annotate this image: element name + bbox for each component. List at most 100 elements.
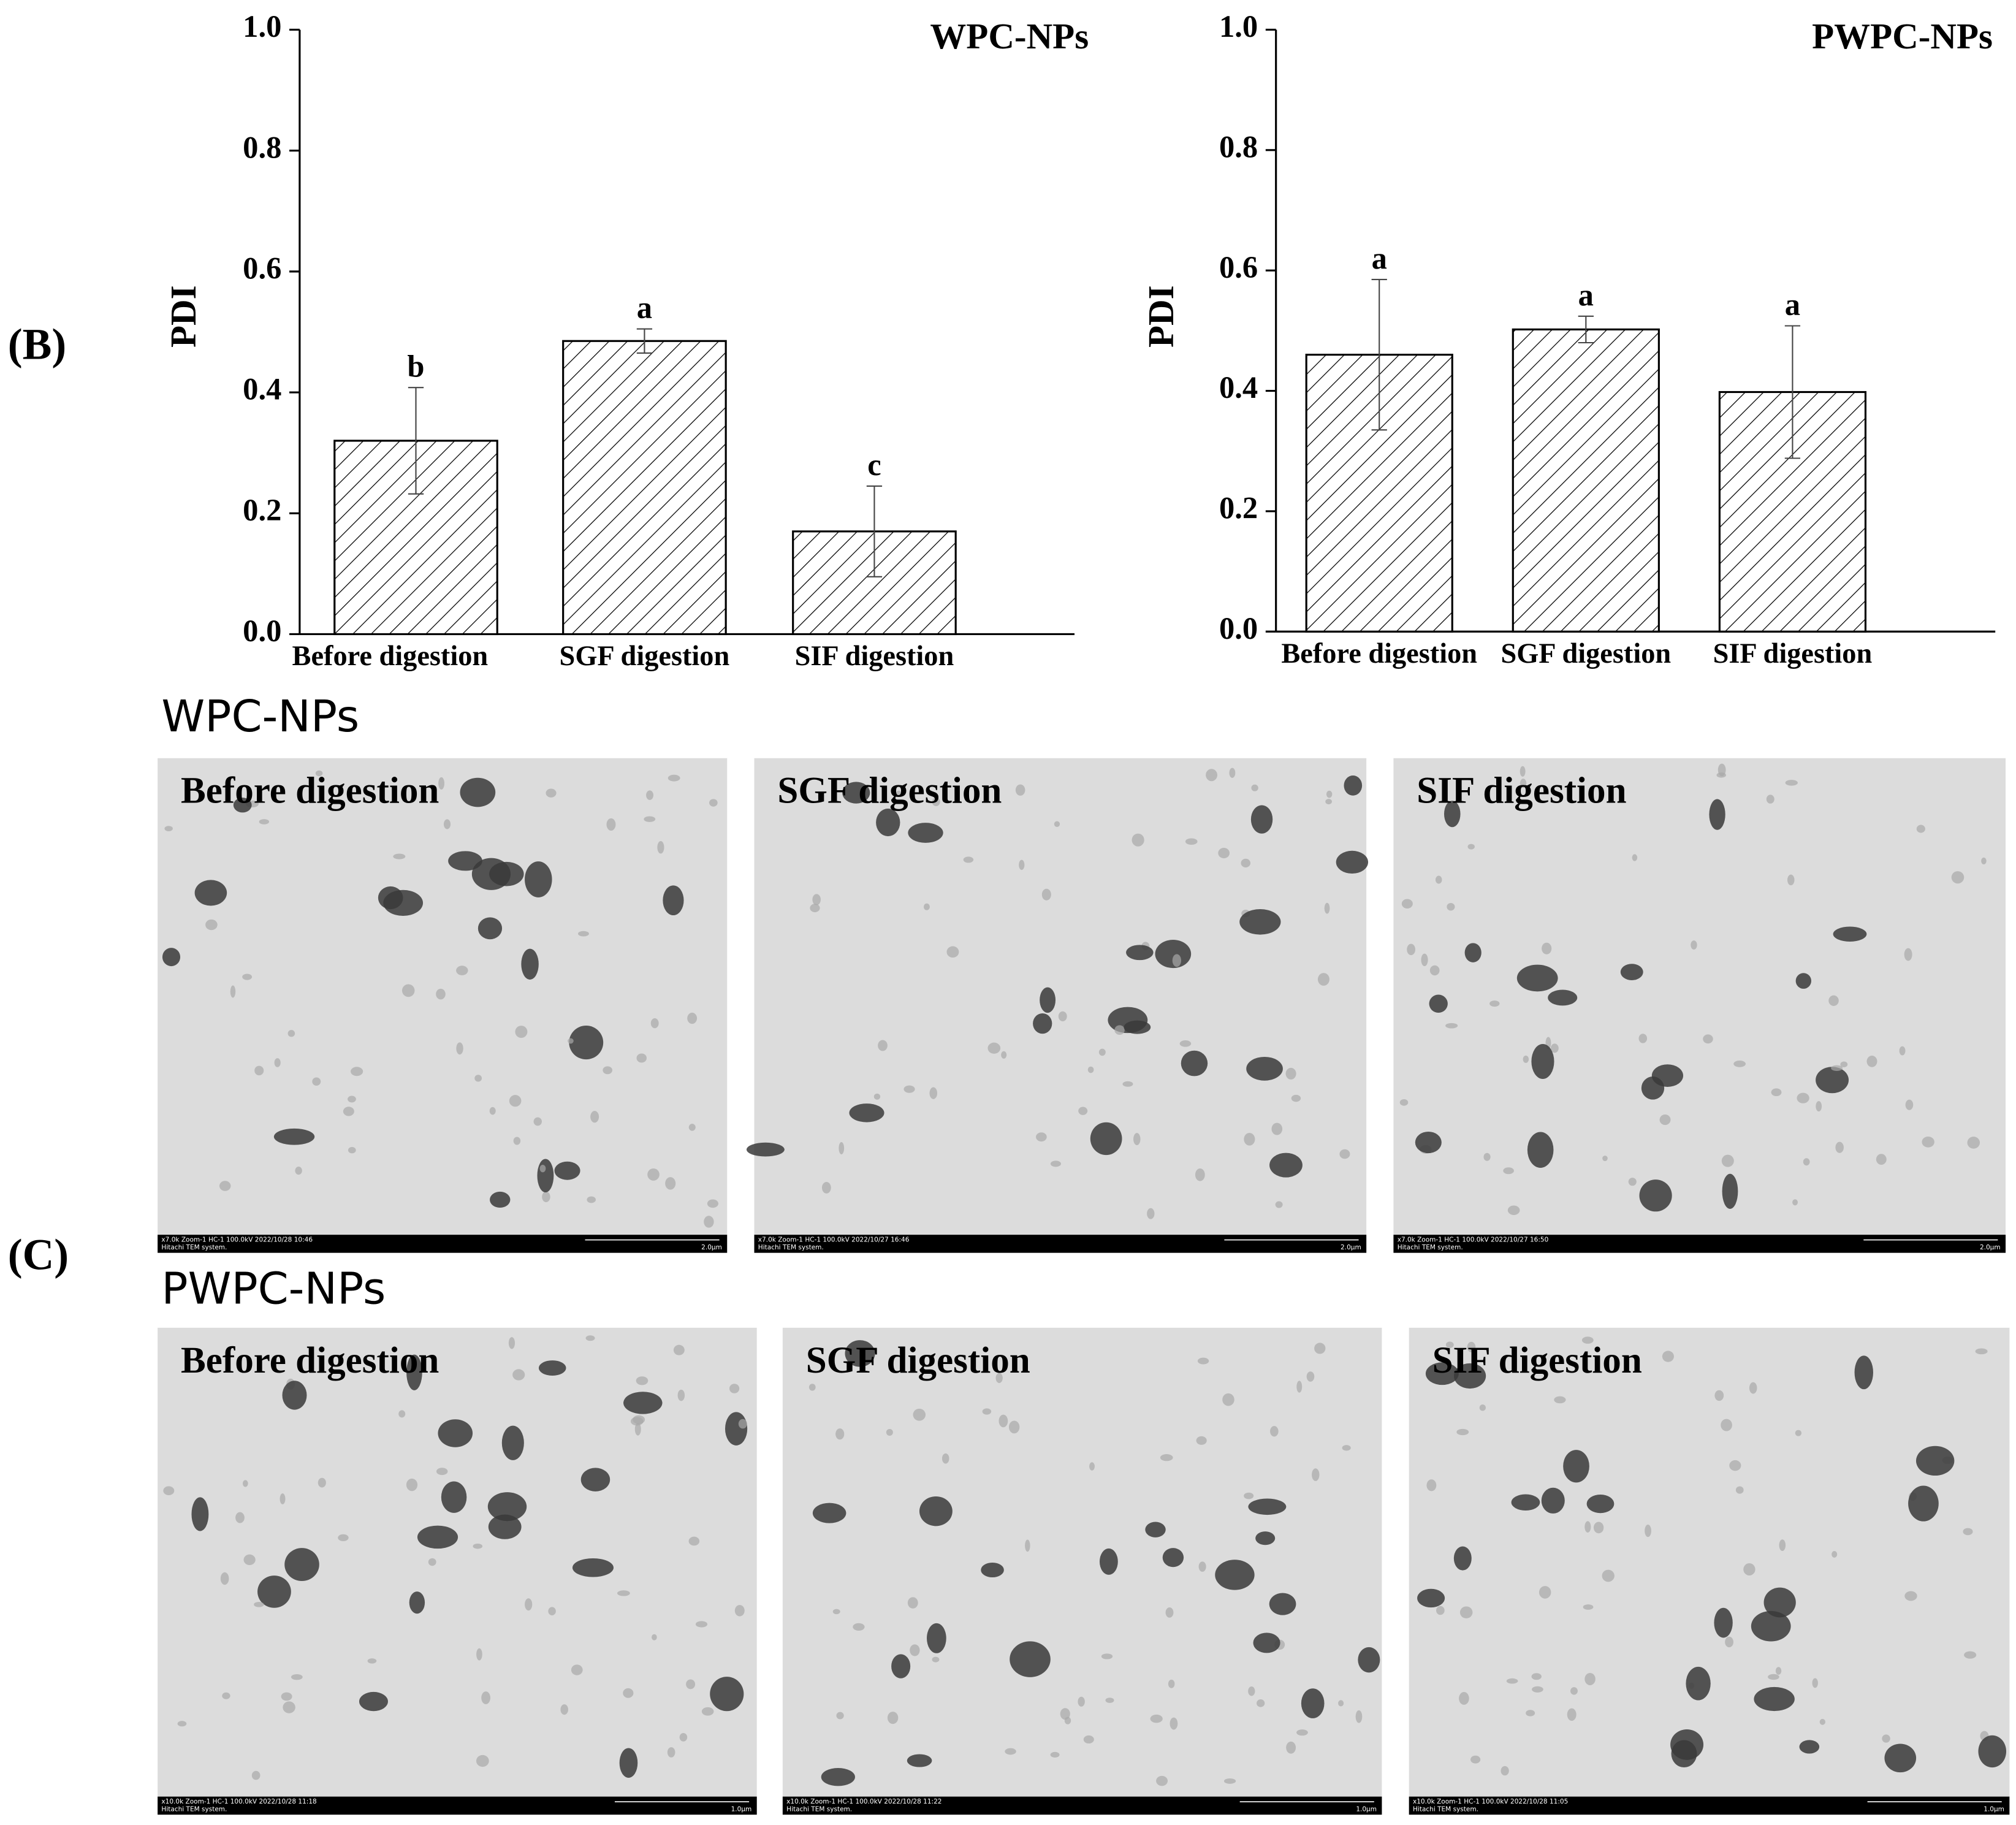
y-tick-label: 0.4 — [243, 372, 281, 406]
particle — [679, 1733, 688, 1742]
particle — [1453, 1363, 1486, 1389]
particle — [406, 1478, 418, 1492]
particle — [1324, 902, 1330, 914]
particle — [1314, 1343, 1326, 1354]
particle — [1503, 1167, 1514, 1175]
particle — [1060, 1708, 1070, 1720]
tem-meta: x10.0k Zoom-1 HC-1 100.0kV 2022/10/28 11… — [161, 1798, 316, 1805]
particle — [1078, 1696, 1085, 1707]
particle — [222, 1692, 230, 1699]
particle — [929, 1087, 938, 1099]
particle — [1050, 1751, 1060, 1758]
particle — [436, 1468, 448, 1476]
particle — [295, 1167, 302, 1175]
particle — [1407, 943, 1415, 956]
y-tick-label: 0.6 — [243, 251, 281, 285]
particle — [1124, 1020, 1151, 1034]
particle — [1444, 801, 1461, 828]
particle — [560, 1704, 568, 1715]
particle — [1425, 1362, 1459, 1385]
particle — [1916, 825, 1925, 833]
particle — [436, 988, 446, 1000]
particle — [1054, 821, 1060, 827]
tem-scale: 2.0μm — [701, 1244, 722, 1251]
particle — [1239, 909, 1281, 935]
particle — [1714, 1607, 1733, 1638]
particle — [1882, 1734, 1890, 1743]
particle — [1831, 1065, 1843, 1071]
particle — [738, 1419, 747, 1429]
particle — [907, 1754, 932, 1767]
particle — [808, 1384, 816, 1391]
particle — [1099, 1548, 1118, 1575]
particle — [650, 1018, 659, 1029]
particle — [1795, 1430, 1802, 1436]
particle — [219, 1181, 231, 1191]
particle — [1904, 1591, 1917, 1601]
particle — [623, 1392, 663, 1414]
particle — [1645, 1524, 1651, 1537]
particle — [1325, 799, 1332, 805]
particle — [243, 1554, 256, 1566]
particle — [1306, 1371, 1315, 1382]
particle — [1162, 1548, 1184, 1568]
particle — [987, 1042, 1001, 1054]
particle — [652, 1634, 657, 1640]
particle — [913, 1408, 926, 1421]
particle — [318, 1477, 326, 1488]
particle — [1229, 768, 1236, 778]
particle — [1828, 995, 1839, 1006]
particle — [1445, 1341, 1454, 1348]
particle — [695, 1621, 708, 1628]
particle — [1628, 1178, 1637, 1186]
particle — [1526, 1710, 1535, 1716]
particle — [1659, 1114, 1671, 1126]
particle — [982, 1408, 992, 1415]
particle — [1563, 1450, 1589, 1483]
y-tick-label: 0.2 — [243, 493, 281, 527]
particle — [1550, 1043, 1559, 1053]
panel-label: (C) — [8, 1231, 69, 1279]
particle — [1114, 1025, 1125, 1035]
particle — [1338, 1700, 1344, 1707]
particle — [1087, 1066, 1094, 1073]
particle — [1244, 1132, 1255, 1146]
particle — [687, 1012, 698, 1024]
particle — [448, 851, 482, 871]
particle — [701, 1707, 714, 1716]
particle — [1459, 1606, 1473, 1618]
particle — [1147, 1208, 1155, 1219]
particle — [1799, 1740, 1820, 1754]
particle — [1269, 1593, 1296, 1615]
particle — [1168, 1679, 1175, 1688]
particle — [919, 1496, 953, 1526]
particle — [1714, 1390, 1724, 1401]
particle — [1399, 1099, 1409, 1106]
particle — [647, 1168, 660, 1181]
particle — [729, 1384, 740, 1393]
particle — [1285, 1067, 1296, 1080]
particle — [1133, 1133, 1141, 1146]
particle — [1527, 1132, 1554, 1168]
particle — [525, 861, 552, 897]
particle — [1145, 1522, 1166, 1537]
particle — [476, 1755, 489, 1767]
particle — [401, 984, 415, 997]
particle — [876, 809, 900, 837]
particle — [646, 790, 653, 800]
particle — [907, 1597, 918, 1609]
particle — [1470, 1755, 1481, 1764]
y-tick-label: 0.8 — [1219, 129, 1258, 164]
particle — [1185, 838, 1198, 845]
particle — [1785, 780, 1798, 786]
particle — [1015, 784, 1025, 796]
tem-system: Hitachi TEM system. — [1398, 1244, 1463, 1251]
particle — [908, 823, 943, 843]
particle — [233, 798, 252, 813]
significance-letter: a — [637, 291, 652, 325]
particle — [1904, 948, 1912, 961]
particle — [587, 1196, 596, 1203]
particle — [710, 1677, 744, 1712]
particle — [254, 1602, 264, 1607]
particle — [981, 1562, 1004, 1578]
